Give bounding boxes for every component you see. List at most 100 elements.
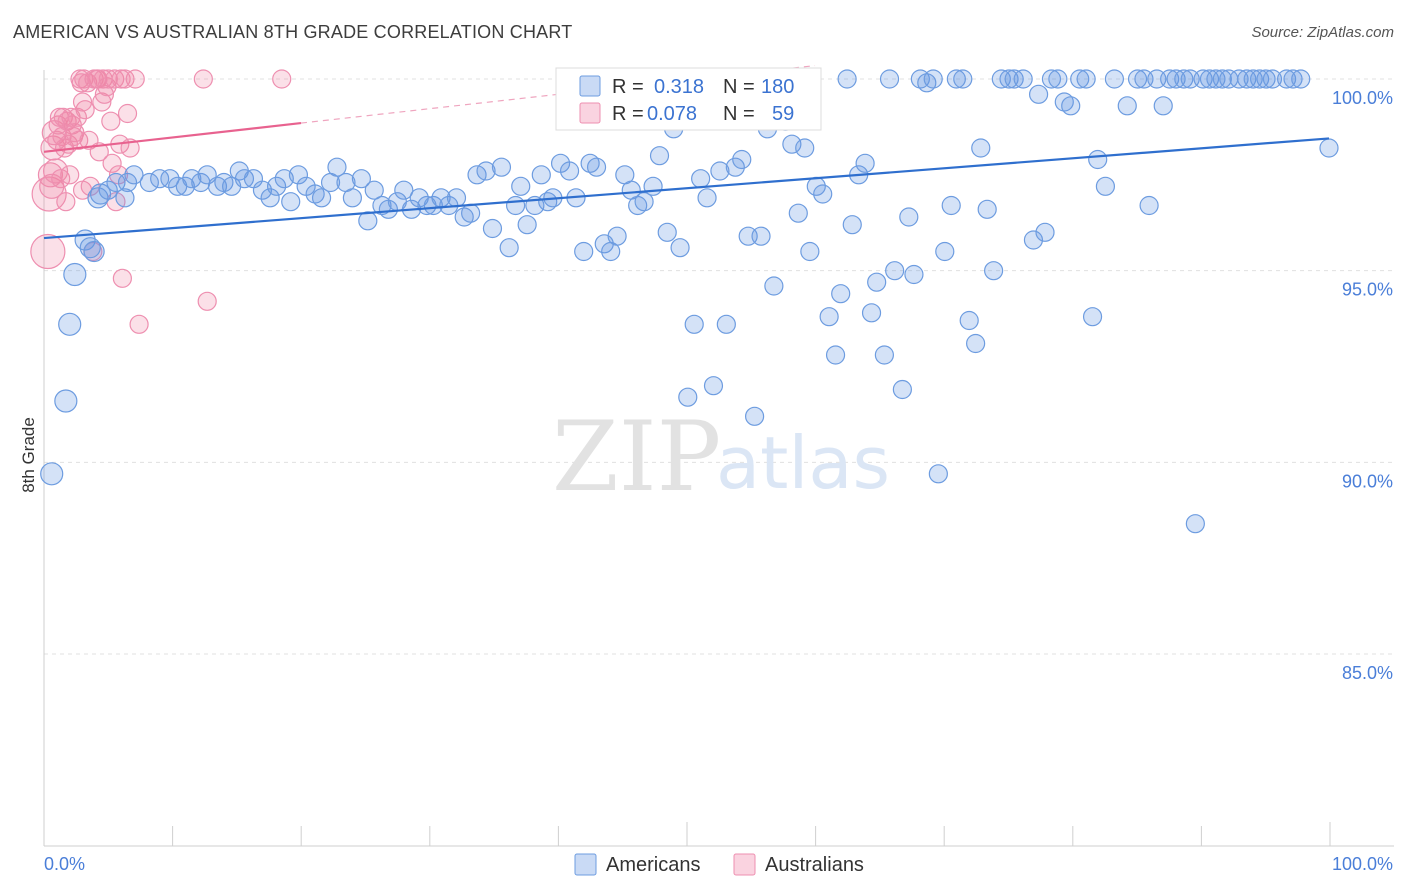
americans-point	[1262, 69, 1283, 89]
americans-point	[1256, 69, 1276, 89]
americans-point	[1229, 69, 1249, 89]
australians-point	[101, 111, 121, 131]
americans-point	[499, 238, 519, 258]
americans-point	[1139, 195, 1159, 216]
australians-legend-swatch	[579, 102, 601, 124]
americans-point	[999, 69, 1019, 89]
australians-n-label: N =	[723, 103, 755, 125]
americans-point	[83, 240, 105, 263]
americans-point	[364, 180, 384, 200]
americans-point	[634, 192, 654, 212]
americans-series-swatch	[574, 853, 597, 876]
americans-point	[1174, 69, 1194, 89]
americans-point	[511, 176, 531, 196]
americans-point	[586, 157, 607, 177]
americans-r-label: R =	[612, 76, 644, 98]
americans-point	[358, 211, 378, 231]
americans-point	[1061, 96, 1081, 116]
americans-point	[935, 241, 955, 262]
americans-point	[115, 188, 135, 208]
americans-point	[1212, 69, 1232, 89]
americans-point	[517, 215, 537, 235]
australians-point	[193, 69, 213, 89]
americans-point	[311, 188, 332, 208]
americans-point	[941, 195, 961, 216]
americans-point	[1082, 307, 1103, 327]
americans-point	[531, 165, 551, 185]
australians-point	[197, 291, 217, 311]
americans-legend-swatch	[579, 75, 601, 97]
americans-point	[904, 264, 924, 285]
americans-point	[260, 188, 280, 208]
americans-point	[79, 237, 101, 259]
americans-point	[861, 303, 882, 323]
americans-point	[175, 176, 195, 196]
y-axis-title: 8th Grade	[19, 417, 38, 493]
americans-point	[751, 226, 771, 246]
americans-point	[892, 379, 912, 400]
australians-point	[89, 142, 109, 162]
y-tick-label: 90.0%	[1342, 471, 1393, 491]
americans-point	[657, 222, 677, 242]
americans-point	[885, 261, 905, 281]
australians-point	[75, 100, 95, 120]
americans-point	[959, 310, 979, 331]
americans-point	[946, 69, 966, 89]
chart-source: Source: ZipAtlas.com	[1251, 24, 1394, 41]
australians-point	[31, 176, 67, 212]
americans-point	[160, 169, 180, 189]
americans-point	[1153, 96, 1173, 116]
americans-point	[394, 180, 414, 200]
americans-point	[953, 69, 973, 89]
australians-point	[102, 153, 122, 173]
americans-point	[274, 169, 294, 189]
americans-point	[1117, 96, 1137, 116]
australians-r-label: R =	[612, 103, 644, 125]
australians-point	[56, 192, 76, 212]
americans-n-label: N =	[723, 76, 755, 98]
americans-point	[1291, 69, 1311, 89]
series-legend: Americans Australians	[574, 853, 864, 876]
americans-point	[1035, 222, 1055, 242]
y-tick-label: 100.0%	[1332, 88, 1393, 108]
americans-point	[725, 157, 745, 177]
watermark-zip: ZIP	[552, 401, 721, 513]
australians-point	[105, 69, 125, 89]
americans-point	[928, 464, 948, 484]
americans-point	[1276, 69, 1297, 89]
australians-point	[72, 92, 93, 112]
australians-point	[30, 233, 66, 270]
australians-point	[92, 92, 112, 112]
australians-point	[112, 268, 132, 288]
x-tick-label-max: 100.0%	[1332, 854, 1393, 874]
americans-point	[559, 161, 580, 181]
americans-point	[788, 203, 808, 223]
americans-point	[54, 389, 78, 413]
americans-point	[1070, 69, 1090, 89]
americans-point	[643, 176, 663, 196]
americans-point	[795, 138, 815, 158]
americans-point	[966, 333, 986, 354]
americans-point	[697, 188, 717, 208]
watermark-atlas: atlas	[716, 421, 890, 505]
americans-point	[678, 387, 698, 407]
americans-point	[40, 462, 64, 486]
americans-point	[703, 376, 724, 396]
americans-point	[607, 226, 627, 246]
americans-point	[710, 161, 730, 181]
americans-point	[1127, 69, 1148, 89]
americans-point	[1095, 176, 1116, 196]
stats-legend: R = 0.318 N = 180 R = 0.078 N = 59	[555, 67, 822, 131]
australians-n-value: 59	[772, 103, 794, 125]
americans-point	[1048, 69, 1068, 89]
americans-point	[139, 172, 159, 193]
americans-point	[867, 272, 887, 292]
americans-point	[1166, 69, 1186, 89]
americans-point	[684, 314, 704, 334]
americans-point	[1319, 138, 1339, 158]
americans-point	[819, 307, 839, 327]
americans-point	[842, 215, 862, 235]
americans-point	[732, 149, 752, 170]
americans-point	[1076, 69, 1096, 89]
